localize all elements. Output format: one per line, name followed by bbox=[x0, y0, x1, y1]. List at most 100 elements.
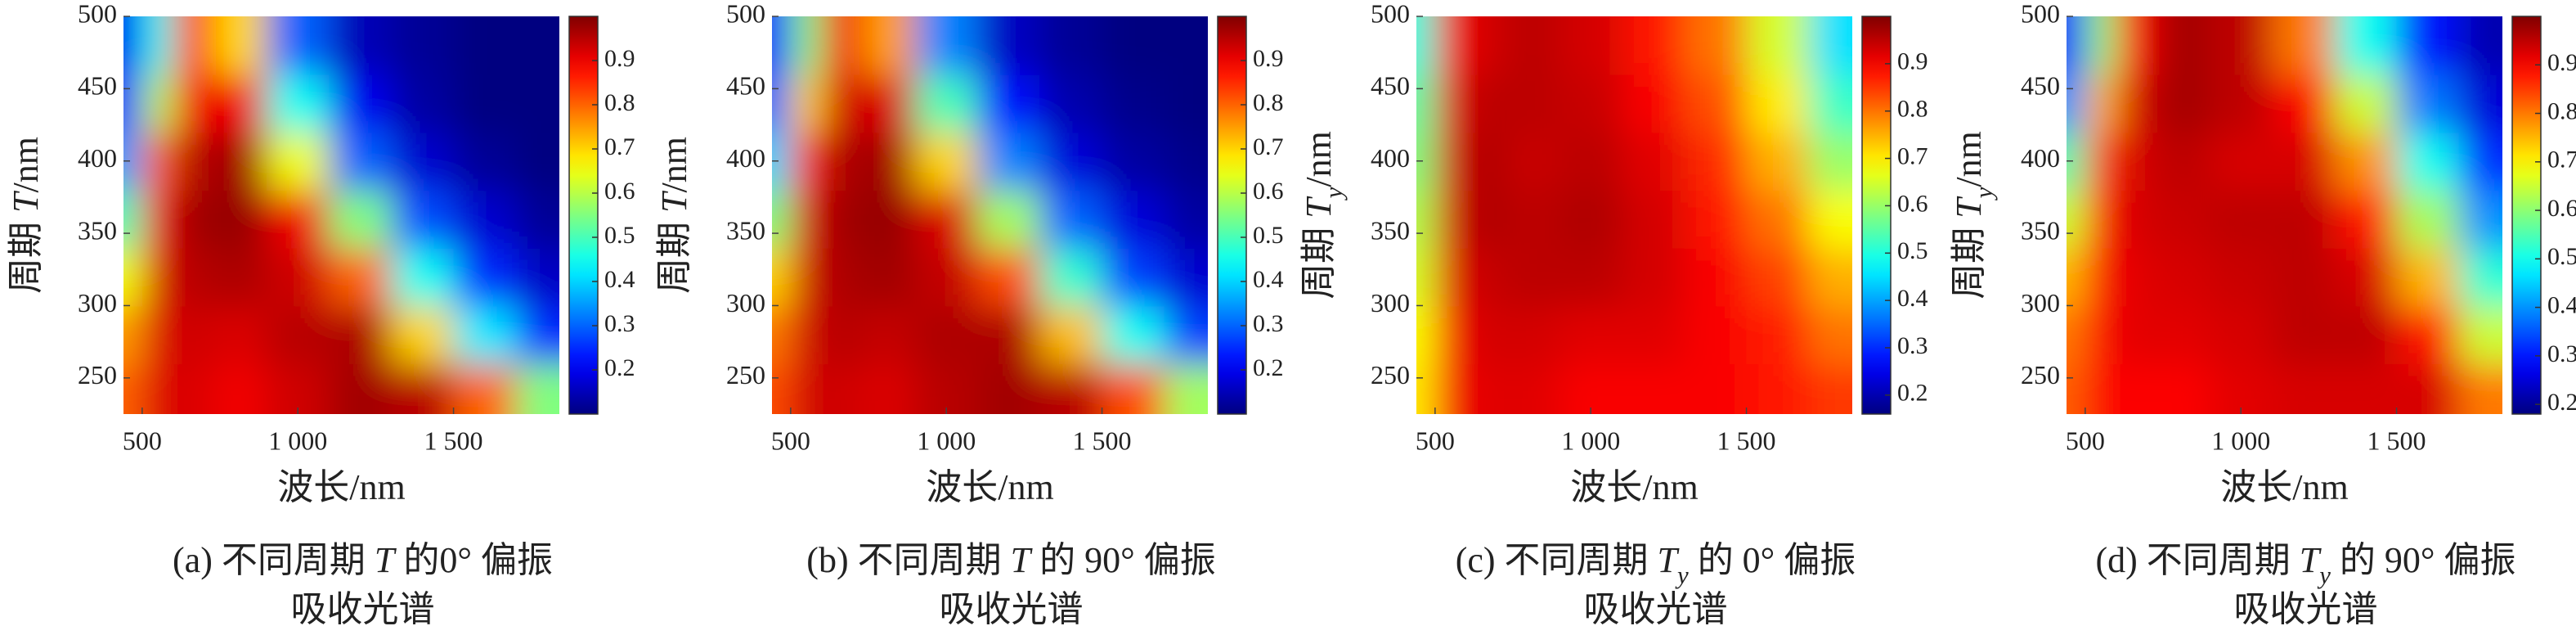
caption: 吸收光谱 bbox=[1584, 589, 1728, 629]
text-part: T bbox=[2300, 540, 2322, 580]
heatmap-cell bbox=[860, 305, 917, 365]
heatmap-cell bbox=[2458, 74, 2502, 133]
colorbar-tick-label: 0.6 bbox=[1897, 190, 1928, 217]
text-part: 的 90° 偏振 bbox=[1030, 540, 1216, 580]
heatmap-cell bbox=[2155, 74, 2211, 133]
colorbar-tick-label: 0.5 bbox=[604, 222, 635, 249]
heatmap-cell bbox=[2116, 74, 2156, 133]
colorbar bbox=[568, 16, 599, 415]
y-tick-label: 350 bbox=[1371, 215, 1410, 245]
heatmap-cell bbox=[212, 305, 268, 365]
plot-area bbox=[2067, 16, 2502, 414]
heatmap-cell bbox=[1039, 190, 1103, 249]
heatmap-cell bbox=[1746, 305, 1810, 365]
heatmap-cell bbox=[1039, 305, 1103, 365]
text-part: T bbox=[1949, 196, 1989, 218]
y-tick-label: 400 bbox=[78, 143, 117, 173]
heatmap-cell bbox=[2085, 190, 2117, 249]
heatmap-cell bbox=[141, 305, 174, 365]
heatmap-cell bbox=[391, 247, 455, 307]
y-tick-label: 350 bbox=[726, 215, 765, 245]
heatmap-cell bbox=[173, 247, 213, 307]
heatmap-cell bbox=[915, 247, 979, 307]
y-tick-label: 500 bbox=[2021, 0, 2060, 28]
heatmap-cell bbox=[267, 247, 330, 307]
heatmap bbox=[772, 16, 1208, 414]
heatmap-cell bbox=[2334, 132, 2398, 191]
y-tick-label: 300 bbox=[2021, 288, 2060, 317]
heatmap-cell bbox=[2210, 305, 2273, 365]
heatmap-cell bbox=[1102, 247, 1165, 307]
heatmap-cell bbox=[1684, 132, 1748, 191]
heatmap-cell bbox=[2396, 363, 2460, 414]
caption: 吸收光谱 bbox=[2234, 589, 2378, 629]
heatmap-cell bbox=[2155, 132, 2211, 191]
heatmap-cell bbox=[141, 190, 174, 249]
heatmap-cell bbox=[2334, 74, 2398, 133]
plot-area bbox=[772, 16, 1208, 414]
heatmap-cell bbox=[1416, 132, 1436, 191]
heatmap-cell bbox=[2085, 363, 2117, 414]
heatmap-cell bbox=[267, 74, 330, 133]
heatmap-cell bbox=[1164, 247, 1208, 307]
heatmap-cell bbox=[212, 247, 268, 307]
text-part: T bbox=[1658, 540, 1681, 580]
heatmap-cell bbox=[1746, 190, 1810, 249]
heatmap-cell bbox=[2116, 16, 2156, 75]
heatmap-cell bbox=[453, 74, 517, 133]
heatmap-cell bbox=[821, 74, 862, 133]
heatmap-cell bbox=[1684, 363, 1748, 414]
heatmap-cell bbox=[1434, 74, 1467, 133]
heatmap-cell bbox=[2396, 74, 2460, 133]
heatmap-cell bbox=[329, 74, 393, 133]
heatmap-cell bbox=[1560, 247, 1623, 307]
heatmap-cell bbox=[1465, 16, 1506, 75]
y-axis-label: 周期 Ty/nm bbox=[1299, 131, 1348, 299]
heatmap-cell bbox=[2067, 16, 2086, 75]
heatmap-cell bbox=[141, 132, 174, 191]
y-tick-label: 450 bbox=[1371, 71, 1410, 101]
heatmap bbox=[123, 16, 559, 414]
heatmap-cell bbox=[860, 132, 917, 191]
heatmap-cell bbox=[329, 190, 393, 249]
y-tick-label: 400 bbox=[1371, 143, 1410, 173]
colorbar-tick-label: 0.4 bbox=[1253, 266, 1284, 293]
text-part: 周期 bbox=[1949, 218, 1989, 299]
heatmap-cell bbox=[2067, 247, 2086, 307]
heatmap-cell bbox=[2272, 190, 2336, 249]
heatmap-cell bbox=[212, 363, 268, 414]
x-axis-label: 波长/nm bbox=[277, 467, 405, 507]
heatmap-cell bbox=[1622, 16, 1685, 75]
heatmap-cell bbox=[141, 363, 174, 414]
heatmap-cell bbox=[1560, 132, 1623, 191]
heatmap-cell bbox=[977, 305, 1041, 365]
colorbar bbox=[1217, 16, 1247, 415]
heatmap-cell bbox=[2272, 305, 2336, 365]
heatmap-cell bbox=[2210, 363, 2273, 414]
text-part: y bbox=[2317, 561, 2331, 589]
text-part: (c) 不同周期 bbox=[1456, 540, 1658, 580]
heatmap-cell bbox=[2155, 363, 2211, 414]
heatmap-cell bbox=[2334, 305, 2398, 365]
heatmap-cell bbox=[453, 16, 517, 75]
heatmap-cell bbox=[329, 132, 393, 191]
heatmap-cell bbox=[515, 16, 559, 75]
colorbar-tick-label: 0.8 bbox=[1897, 96, 1928, 123]
text-part: /nm bbox=[654, 137, 694, 192]
heatmap-cell bbox=[1684, 16, 1748, 75]
heatmap-cell bbox=[391, 132, 455, 191]
heatmap-cell bbox=[1039, 74, 1103, 133]
text-part: (d) 不同周期 bbox=[2095, 540, 2299, 580]
heatmap-cell bbox=[2396, 16, 2460, 75]
y-tick-label: 400 bbox=[2021, 143, 2060, 173]
text-part: /nm bbox=[1299, 131, 1339, 187]
heatmap-cell bbox=[1102, 190, 1165, 249]
x-tick-label: 500 bbox=[2066, 426, 2105, 455]
y-tick-label: 250 bbox=[726, 360, 765, 390]
colorbar-tick-label: 0.9 bbox=[2547, 49, 2576, 76]
heatmap-cell bbox=[2272, 363, 2336, 414]
heatmap-cell bbox=[821, 363, 862, 414]
x-axis-label: 波长/nm bbox=[2220, 467, 2348, 507]
heatmap-cell bbox=[453, 363, 517, 414]
